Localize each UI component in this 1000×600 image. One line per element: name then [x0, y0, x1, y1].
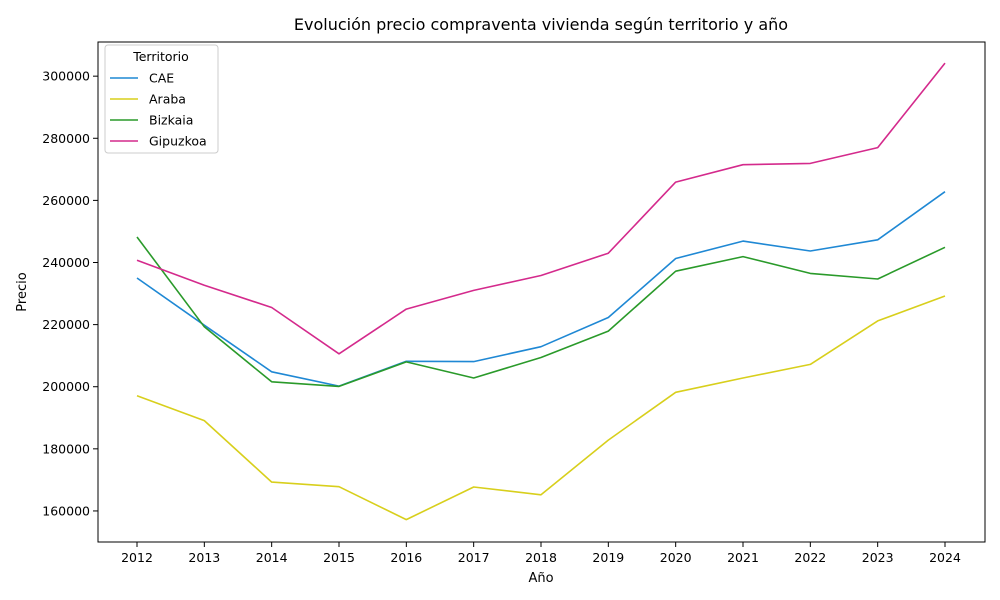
y-tick-label: 260000 [42, 193, 90, 208]
y-tick-label: 160000 [42, 503, 90, 518]
series-line-araba [136, 295, 946, 521]
x-tick-label: 2020 [660, 550, 692, 565]
x-tick-label: 2024 [929, 550, 961, 565]
x-tick-label: 2019 [592, 550, 624, 565]
legend-box [104, 44, 219, 154]
legend: Territorio CAE Araba Bizkaia Gipuzkoa [104, 44, 219, 154]
series-line-bizkaia [136, 236, 946, 388]
x-tick-label: 2022 [794, 550, 826, 565]
series-line-gipuzkoa [136, 62, 946, 355]
y-tick-label: 300000 [42, 69, 90, 84]
y-axis: 160000 180000 200000 220000 240000 260000 2800… [42, 69, 98, 518]
y-tick-label: 200000 [42, 379, 90, 394]
series-lines [136, 62, 946, 521]
legend-entry: Gipuzkoa [149, 134, 207, 149]
y-tick-label: 240000 [42, 255, 90, 270]
x-axis: 2012 2013 2014 2015 2016 2017 2018 2019 2020 2021… [121, 542, 961, 565]
x-tick-label: 2013 [188, 550, 220, 565]
y-tick-label: 180000 [42, 441, 90, 456]
x-tick-label: 2023 [862, 550, 894, 565]
y-axis-label: Precio [15, 272, 30, 311]
legend-entry: Araba [149, 92, 186, 107]
legend-entry: CAE [149, 71, 174, 86]
legend-entry: Bizkaia [149, 113, 193, 128]
x-tick-label: 2021 [727, 550, 759, 565]
x-tick-label: 2016 [390, 550, 422, 565]
legend-title: Territorio [132, 49, 189, 64]
x-tick-label: 2012 [121, 550, 153, 565]
x-tick-label: 2015 [323, 550, 355, 565]
y-tick-label: 220000 [42, 317, 90, 332]
y-tick-label: 280000 [42, 131, 90, 146]
chart-title: Evolución precio compraventa vivienda se… [294, 15, 788, 34]
x-tick-label: 2017 [458, 550, 490, 565]
series-line-cae [136, 191, 946, 387]
x-tick-label: 2018 [525, 550, 557, 565]
x-tick-label: 2014 [256, 550, 288, 565]
plot-area [97, 41, 986, 543]
x-axis-label: Año [528, 571, 553, 586]
